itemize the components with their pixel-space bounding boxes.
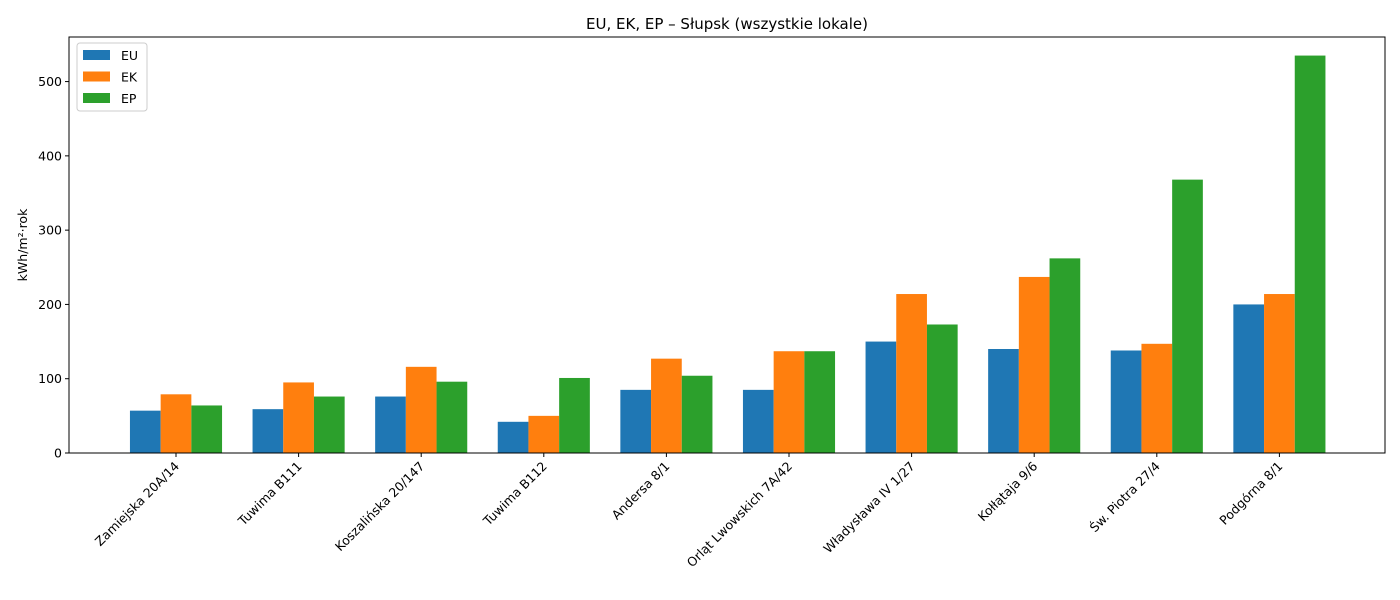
bar-eu-2 [375,396,406,453]
x-tick-label: Orląt Lwowskich 7A/42 [684,459,795,570]
bar-ek-6 [896,294,927,453]
bar-ek-9 [1264,294,1295,453]
legend-swatch-eu [83,50,110,60]
x-tick-label: Tuwima B111 [234,459,304,529]
x-tick-label: Podgórna 8/1 [1216,459,1285,528]
y-axis-label: kWh/m²·rok [15,208,30,281]
bar-ek-2 [405,366,437,453]
legend-label-ek: EK [121,70,138,85]
bar-ep-9 [1294,55,1326,453]
y-axis-ticks: 0 100 200 300 400 500 [38,74,69,461]
bars-group [129,55,1326,453]
bar-ep-8 [1172,179,1203,453]
y-tick-label: 500 [38,74,62,89]
x-axis-ticks: Zamiejska 20A/14 Tuwima B111 Koszalińska 2… [92,453,1286,570]
y-tick-label: 100 [38,371,62,386]
x-tick-label: Koszalińska 20/147 [332,459,427,554]
bar-eu-9 [1233,304,1265,453]
bar-ep-4 [681,375,713,453]
bar-ek-7 [1018,276,1050,453]
bar-ek-4 [651,358,682,453]
bar-ep-7 [1049,258,1081,453]
bar-ek-5 [773,351,805,453]
legend-label-ep: EP [121,91,137,106]
bar-ep-5 [804,351,836,453]
bar-eu-5 [742,389,774,453]
bar-eu-3 [497,421,529,453]
bar-ep-3 [559,377,590,453]
legend: EU EK EP [76,42,148,112]
y-tick-label: 200 [38,297,62,312]
y-tick-label: 400 [38,148,62,163]
bar-eu-6 [865,341,897,453]
bar-ep-2 [436,381,468,453]
bar-eu-8 [1110,350,1142,453]
bar-eu-1 [252,409,284,453]
bar-ep-0 [191,405,223,453]
x-tick-label: Zamiejska 20A/14 [92,458,182,548]
y-tick-label: 300 [38,223,62,238]
bar-ek-1 [283,382,314,453]
x-tick-label: Św. Piotra 27/4 [1086,458,1162,534]
bar-eu-7 [988,349,1019,453]
legend-swatch-ep [83,93,110,103]
bar-eu-0 [129,410,161,453]
bar-ek-3 [528,415,560,453]
x-tick-label: Tuwima B112 [479,459,549,529]
bar-ek-0 [160,394,192,453]
bar-ek-8 [1141,343,1173,453]
x-tick-label: Kołłątaja 9/6 [975,458,1041,524]
x-tick-label: Andersa 8/1 [609,459,673,523]
legend-swatch-ek [83,71,110,82]
legend-label-eu: EU [121,48,138,63]
x-tick-label: Władysława IV 1/27 [820,459,917,556]
bar-eu-4 [620,389,652,453]
bar-ep-1 [313,396,345,453]
y-tick-label: 0 [54,446,62,461]
plot-frame [68,36,1386,454]
bar-ep-6 [926,324,958,453]
chart-title: EU, EK, EP – Słupsk (wszystkie lokale) [586,15,868,33]
